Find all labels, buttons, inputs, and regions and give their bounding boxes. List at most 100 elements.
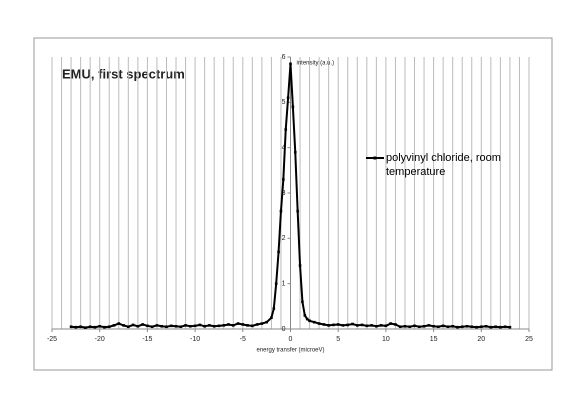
data-point (398, 325, 402, 329)
data-point (189, 324, 192, 328)
data-point (160, 324, 164, 328)
data-point (508, 325, 512, 329)
y-tick-label: 3 (282, 190, 286, 197)
data-point (296, 209, 299, 213)
data-point (155, 324, 159, 327)
x-tick-label: 15 (430, 336, 438, 343)
data-point (293, 150, 297, 154)
y-axis-label: intensity (a.u.) (297, 61, 335, 67)
data-point (231, 324, 235, 327)
data-point (270, 316, 273, 319)
data-point (272, 307, 276, 310)
x-tick-label: 10 (382, 336, 390, 343)
data-point (301, 300, 304, 304)
data-point (456, 325, 459, 329)
data-point (274, 282, 278, 285)
data-point (432, 324, 435, 328)
data-point (291, 105, 295, 109)
data-point (122, 324, 125, 327)
data-point (460, 325, 464, 329)
data-point (127, 325, 130, 329)
data-point (417, 325, 421, 329)
data-point (470, 325, 474, 329)
data-point (465, 324, 469, 328)
data-point (212, 324, 216, 328)
data-point (93, 325, 97, 329)
x-tick-label: 25 (525, 336, 533, 343)
data-point (227, 323, 230, 326)
data-point (298, 264, 302, 267)
data-point (198, 323, 202, 327)
y-tick-label: 0 (282, 326, 286, 333)
data-point (427, 324, 431, 327)
x-tick-label: -10 (190, 336, 200, 343)
data-point (88, 325, 92, 329)
chart-frame (33, 37, 553, 371)
data-point (503, 325, 507, 329)
data-point (389, 322, 392, 325)
data-point (370, 324, 373, 327)
data-point (422, 324, 426, 328)
data-point (365, 324, 369, 328)
data-point (394, 323, 397, 326)
data-point (360, 323, 364, 327)
data-point (141, 323, 144, 326)
x-tick-label: -20 (95, 336, 105, 343)
data-point (413, 324, 416, 328)
data-point (74, 325, 78, 329)
data-point (303, 314, 307, 317)
data-point (69, 325, 73, 329)
data-point (346, 323, 350, 327)
y-tick-label: 5 (282, 99, 286, 106)
data-point (107, 325, 111, 329)
data-point (179, 325, 183, 329)
x-axis-label: energy transfer (microeV) (256, 348, 324, 354)
data-point (236, 322, 240, 325)
data-point (341, 324, 345, 327)
data-point (222, 324, 226, 327)
data-point (150, 325, 154, 329)
data-point (480, 325, 483, 329)
data-point (451, 324, 454, 328)
data-point (313, 320, 316, 324)
chart-title: EMU, first spectrum (62, 66, 185, 81)
y-tick-label: 1 (282, 281, 286, 288)
data-point (217, 324, 221, 328)
data-point (375, 324, 378, 328)
data-point (322, 323, 326, 326)
data-point (489, 325, 493, 329)
legend-label: polyvinyl chloride, room temperature (386, 152, 501, 178)
data-point (169, 324, 173, 328)
data-point (98, 324, 101, 328)
data-point (441, 324, 445, 328)
data-point (279, 209, 283, 213)
data-point (117, 322, 121, 325)
data-point (336, 323, 340, 326)
data-point (286, 96, 290, 100)
data-point (332, 323, 335, 327)
y-tick-label: 4 (282, 145, 286, 152)
data-point (379, 324, 383, 327)
data-point (251, 324, 254, 328)
data-point (403, 324, 407, 328)
x-tick-label: 5 (336, 336, 340, 343)
data-point (79, 325, 82, 329)
data-point (112, 324, 116, 327)
data-point (146, 324, 149, 328)
data-point (208, 324, 211, 327)
data-point (437, 325, 440, 329)
data-point (351, 322, 354, 326)
x-tick-label: -25 (47, 336, 57, 343)
data-point (265, 320, 268, 324)
data-point (174, 324, 178, 328)
data-point (255, 323, 259, 326)
data-point (305, 317, 309, 321)
data-point (494, 325, 497, 329)
x-tick-label: 20 (477, 336, 485, 343)
legend-marker (373, 156, 377, 160)
data-point (475, 325, 478, 329)
data-point (131, 323, 135, 327)
data-point (277, 250, 280, 254)
